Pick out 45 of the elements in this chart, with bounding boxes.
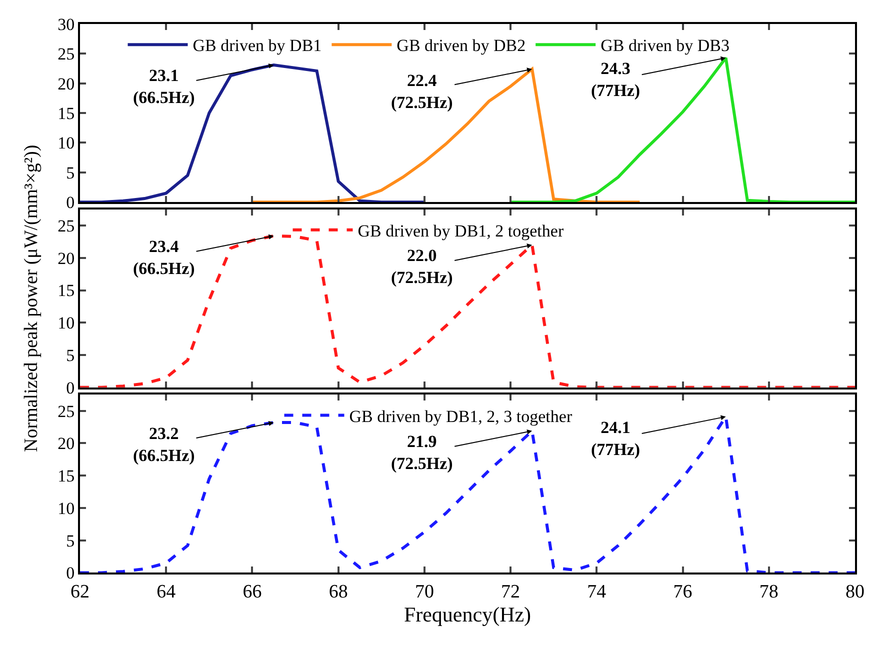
annotation: 23.2 (66.5Hz) [133, 424, 195, 466]
line-series [509, 56, 855, 202]
annotation: 23.4 (66.5Hz) [133, 237, 195, 278]
y-tick-label: 20 [58, 74, 75, 94]
y-tick-label: 10 [58, 134, 75, 153]
legend-label: GB driven by DB2 [396, 36, 526, 56]
y-tick-label: 0 [66, 193, 75, 212]
legend-label: GB driven by DB3 [600, 36, 730, 56]
y-tick-label: 10 [58, 498, 75, 518]
y-tick-label: 5 [66, 531, 75, 550]
x-tick-label: 70 [414, 582, 434, 603]
legend-label: GB driven by DB1 [192, 36, 322, 56]
y-tick-label: 0 [66, 378, 75, 398]
x-tick-label: 80 [846, 582, 864, 603]
x-tick-label: 68 [328, 582, 348, 603]
y-tick-label: 20 [58, 434, 75, 454]
y-axis-title: Normalized peak power (μW/(mm³×g²)) [20, 144, 42, 452]
y-tick-label: 25 [58, 402, 75, 421]
x-axis-title: Frequency(Hz) [404, 602, 532, 627]
annotation: 21.9 (72.5Hz) [391, 432, 453, 474]
y-tick-label: 5 [66, 163, 75, 182]
y-tick-label: 25 [58, 44, 75, 64]
x-tick-label: 78 [759, 582, 778, 603]
y-tick-label: 0 [66, 564, 75, 583]
x-tick-label: 74 [587, 582, 607, 603]
legend-label: GB driven by DB1, 2, 3 together [349, 406, 572, 426]
y-tick-label: 15 [58, 104, 75, 124]
x-tick-label: 62 [70, 582, 90, 603]
x-tick-label: 76 [673, 582, 692, 603]
y-tick-label: 30 [58, 14, 75, 34]
x-tick-label: 72 [501, 582, 520, 603]
y-tick-label: 5 [66, 346, 75, 365]
y-tick-label: 15 [58, 281, 75, 300]
annotation: 23.1 (66.5Hz) [133, 66, 195, 108]
y-tick-label: 25 [58, 216, 75, 236]
y-tick-label: 15 [58, 466, 75, 486]
annotation: 24.3 (77Hz) [591, 59, 640, 100]
y-tick-label: 10 [58, 314, 75, 333]
x-tick-label: 66 [242, 582, 262, 603]
x-tick-label: 64 [156, 582, 176, 603]
legend-label: GB driven by DB1, 2 together [358, 222, 564, 241]
annotation: 22.0 (72.5Hz) [391, 246, 453, 288]
annotation: 22.4 (72.5Hz) [391, 71, 453, 112]
y-tick-label: 20 [58, 248, 75, 268]
annotation: 24.1 (77Hz) [591, 418, 640, 460]
